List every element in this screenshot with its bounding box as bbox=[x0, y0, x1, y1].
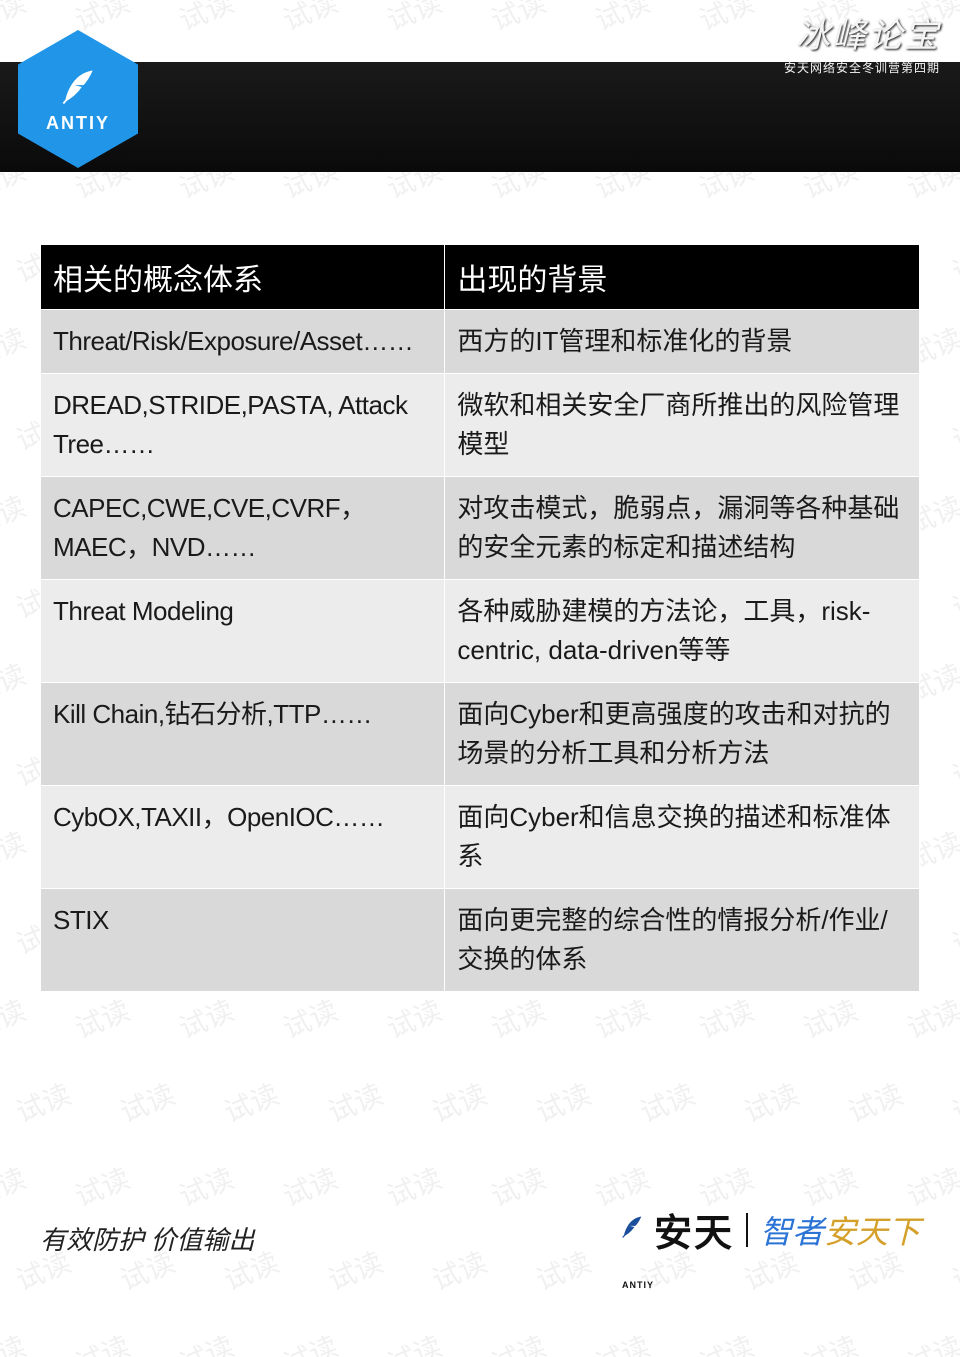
watermark-text: 试读 bbox=[634, 1073, 701, 1131]
watermark-text: 试读 bbox=[218, 1073, 285, 1131]
watermark-text: 试读 bbox=[842, 1073, 909, 1131]
watermark-text: 试读 bbox=[0, 485, 31, 543]
footer-divider bbox=[746, 1213, 748, 1247]
watermark-text: 试读 bbox=[485, 989, 552, 1047]
watermark-text: 试读 bbox=[589, 1325, 656, 1357]
watermark-text: 试读 bbox=[946, 905, 960, 963]
table-cell-background: 微软和相关安全厂商所推出的风险管理模型 bbox=[445, 374, 920, 477]
watermark-text: 试读 bbox=[738, 1073, 805, 1131]
watermark-text: 试读 bbox=[485, 0, 552, 39]
watermark-text: 试读 bbox=[69, 1325, 136, 1357]
watermark-text: 试读 bbox=[530, 1073, 597, 1131]
footer-brand-right: ANTIY 安天 智者安天下 bbox=[618, 1202, 920, 1257]
logo-brand-text: ANTIY bbox=[46, 113, 110, 134]
watermark-text: 试读 bbox=[277, 0, 344, 39]
header-strip bbox=[0, 62, 960, 172]
table-row: Kill Chain,钻石分析,TTP……面向Cyber和更高强度的攻击和对抗的… bbox=[41, 683, 920, 786]
footer-brand-cn: 安天 bbox=[654, 1202, 734, 1257]
watermark-text: 试读 bbox=[946, 401, 960, 459]
slogan-gold: 安天下 bbox=[824, 1214, 920, 1250]
watermark-text: 试读 bbox=[114, 1073, 181, 1131]
table-cell-background: 面向更完整的综合性的情报分析/作业/交换的体系 bbox=[445, 889, 920, 992]
table-cell-background: 面向Cyber和更高强度的攻击和对抗的场景的分析工具和分析方法 bbox=[445, 683, 920, 786]
watermark-text: 试读 bbox=[485, 1325, 552, 1357]
watermark-text: 试读 bbox=[0, 821, 31, 879]
table-header-row: 相关的概念体系 出现的背景 bbox=[41, 245, 920, 310]
feather-icon bbox=[56, 65, 100, 109]
watermark-text: 试读 bbox=[946, 1241, 960, 1299]
watermark-text: 试读 bbox=[426, 1073, 493, 1131]
watermark-text: 试读 bbox=[946, 569, 960, 627]
table-cell-background: 西方的IT管理和标准化的背景 bbox=[445, 310, 920, 374]
table-row: STIX面向更完整的综合性的情报分析/作业/交换的体系 bbox=[41, 889, 920, 992]
watermark-text: 试读 bbox=[277, 989, 344, 1047]
watermark-text: 试读 bbox=[173, 989, 240, 1047]
header-subtitle: 安天网络安全冬训营第四期 bbox=[784, 59, 940, 76]
logo-hexagon: ANTIY bbox=[18, 30, 138, 168]
header-calligraphy: 冰峰论宝 安天网络安全冬训营第四期 bbox=[784, 8, 940, 76]
table-header-col1: 相关的概念体系 bbox=[41, 245, 445, 310]
footer-slogan-left: 有效防护 价值输出 bbox=[40, 1220, 255, 1257]
watermark-text: 试读 bbox=[693, 0, 760, 39]
footer-feather-icon bbox=[618, 1213, 646, 1241]
table-cell-concept: STIX bbox=[41, 889, 445, 992]
watermark-text: 试读 bbox=[693, 989, 760, 1047]
watermark-text: 试读 bbox=[381, 989, 448, 1047]
watermark-text: 试读 bbox=[381, 1325, 448, 1357]
table-row: Threat/Risk/Exposure/Asset……西方的IT管理和标准化的… bbox=[41, 310, 920, 374]
table-row: CybOX,TAXII，OpenIOC……面向Cyber和信息交换的描述和标准体… bbox=[41, 786, 920, 889]
slogan-blue: 智者 bbox=[760, 1214, 824, 1250]
table-header-col2: 出现的背景 bbox=[445, 245, 920, 310]
watermark-text: 试读 bbox=[589, 989, 656, 1047]
table-row: DREAD,STRIDE,PASTA, Attack Tree……微软和相关安全… bbox=[41, 374, 920, 477]
watermark-text: 试读 bbox=[0, 1157, 31, 1215]
table-cell-background: 面向Cyber和信息交换的描述和标准体系 bbox=[445, 786, 920, 889]
watermark-text: 试读 bbox=[901, 989, 960, 1047]
watermark-text: 试读 bbox=[797, 1325, 864, 1357]
watermark-text: 试读 bbox=[946, 737, 960, 795]
watermark-text: 试读 bbox=[797, 989, 864, 1047]
watermark-text: 试读 bbox=[0, 317, 31, 375]
watermark-text: 试读 bbox=[0, 989, 31, 1047]
table-cell-concept: CybOX,TAXII，OpenIOC…… bbox=[41, 786, 445, 889]
watermark-text: 试读 bbox=[173, 0, 240, 39]
watermark-text: 试读 bbox=[946, 233, 960, 291]
table-cell-concept: Threat/Risk/Exposure/Asset…… bbox=[41, 310, 445, 374]
table-cell-concept: Threat Modeling bbox=[41, 580, 445, 683]
watermark-text: 试读 bbox=[173, 1325, 240, 1357]
table-cell-concept: DREAD,STRIDE,PASTA, Attack Tree…… bbox=[41, 374, 445, 477]
watermark-text: 试读 bbox=[69, 989, 136, 1047]
footer-antiy-small: ANTIY bbox=[622, 1280, 654, 1290]
watermark-text: 试读 bbox=[277, 1325, 344, 1357]
watermark-text: 试读 bbox=[693, 1325, 760, 1357]
table-row: CAPEC,CWE,CVE,CVRF，MAEC，NVD……对攻击模式，脆弱点，漏… bbox=[41, 477, 920, 580]
watermark-text: 试读 bbox=[10, 1073, 77, 1131]
watermark-text: 试读 bbox=[0, 653, 31, 711]
table-row: Threat Modeling各种威胁建模的方法论，工具，risk-centri… bbox=[41, 580, 920, 683]
watermark-text: 试读 bbox=[381, 0, 448, 39]
concept-table: 相关的概念体系 出现的背景 Threat/Risk/Exposure/Asset… bbox=[40, 244, 920, 992]
footer-slogan-right: 智者安天下 bbox=[760, 1207, 920, 1253]
footer: 有效防护 价值输出 ANTIY 安天 智者安天下 bbox=[40, 1202, 920, 1257]
watermark-text: 试读 bbox=[589, 0, 656, 39]
table-cell-background: 对攻击模式，脆弱点，漏洞等各种基础的安全元素的标定和描述结构 bbox=[445, 477, 920, 580]
logo-badge: ANTIY bbox=[18, 30, 138, 168]
table-cell-concept: CAPEC,CWE,CVE,CVRF，MAEC，NVD…… bbox=[41, 477, 445, 580]
table-cell-concept: Kill Chain,钻石分析,TTP…… bbox=[41, 683, 445, 786]
watermark-text: 试读 bbox=[322, 1073, 389, 1131]
watermark-text: 试读 bbox=[901, 1325, 960, 1357]
header-title: 冰峰论宝 bbox=[784, 8, 940, 57]
table-cell-background: 各种威胁建模的方法论，工具，risk-centric, data-driven等… bbox=[445, 580, 920, 683]
watermark-text: 试读 bbox=[946, 1073, 960, 1131]
watermark-text: 试读 bbox=[0, 1325, 31, 1357]
